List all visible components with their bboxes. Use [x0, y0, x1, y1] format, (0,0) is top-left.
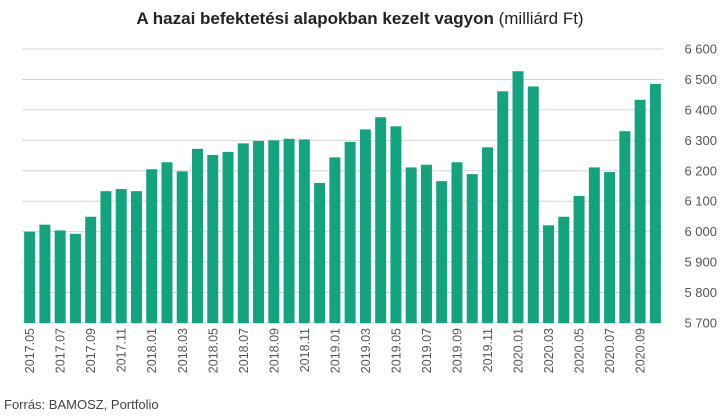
bar [69, 233, 81, 323]
gridlines [22, 48, 663, 324]
bar [359, 129, 371, 323]
chart-title-main: A hazai befektetési alapokban kezelt vag… [136, 9, 494, 28]
y-tick-label: 5 900 [684, 255, 717, 270]
x-tick-label: 2020.09 [634, 328, 648, 373]
bar [222, 151, 234, 323]
bars [24, 71, 661, 324]
x-tick-label: 2018.07 [237, 328, 251, 373]
x-tick-label: 2020.03 [542, 328, 556, 373]
bar [436, 181, 448, 323]
bar [253, 140, 265, 323]
bar [405, 167, 417, 323]
x-tick-label: 2018.09 [267, 328, 281, 373]
bar [298, 139, 310, 323]
bar [161, 162, 173, 323]
bar [497, 91, 509, 323]
bar [176, 171, 188, 323]
bar [237, 143, 249, 323]
bar [39, 224, 51, 323]
x-tick-label: 2017.09 [84, 328, 98, 373]
bar [466, 174, 478, 323]
bar [634, 99, 646, 323]
chart-title: A hazai befektetési alapokban kezelt vag… [0, 9, 720, 29]
bar [54, 230, 66, 323]
y-tick-label: 6 300 [684, 133, 717, 148]
y-tick-label: 5 800 [684, 285, 717, 300]
bar [100, 191, 112, 323]
bar [527, 86, 539, 324]
y-tick-label: 6 000 [684, 224, 717, 239]
y-tick-label: 6 100 [684, 194, 717, 209]
bar [85, 216, 97, 323]
y-axis-labels: 5 700 5 800 5 900 6 000 6 100 6 200 6 300 6 400… [684, 42, 717, 331]
bar [192, 148, 204, 323]
bar [543, 225, 555, 323]
bar [588, 167, 600, 323]
bar [512, 71, 524, 323]
x-tick-label: 2018.11 [298, 328, 312, 372]
x-tick-label: 2017.05 [23, 328, 37, 373]
x-tick-label: 2019.03 [359, 328, 373, 373]
bar [130, 191, 142, 323]
bar [604, 171, 616, 323]
bar [268, 140, 280, 323]
bar [481, 147, 493, 323]
bar [283, 138, 295, 323]
x-tick-label: 2020.05 [573, 328, 587, 373]
bar [115, 189, 127, 323]
bar [314, 182, 326, 323]
x-tick-label: 2020.01 [512, 328, 526, 373]
x-tick-label: 2018.01 [145, 328, 159, 373]
x-tick-label: 2018.05 [206, 328, 220, 373]
bar [420, 164, 432, 323]
y-tick-label: 6 200 [684, 163, 717, 178]
bar [573, 196, 585, 323]
bar [375, 117, 387, 323]
x-tick-label: 2019.09 [450, 328, 464, 373]
bar [329, 157, 341, 323]
y-tick-label: 6 500 [684, 72, 717, 87]
y-tick-label: 6 600 [684, 42, 717, 57]
bar [207, 154, 219, 323]
x-tick-label: 2019.07 [420, 328, 434, 373]
bar [649, 84, 661, 323]
x-axis-labels: 2017.05 2017.07 2017.09 2017.11 2018.01 2018.… [23, 328, 647, 373]
bar [146, 169, 158, 323]
bar [344, 141, 356, 323]
bar [390, 126, 402, 323]
x-tick-label: 2019.05 [389, 328, 403, 373]
x-tick-label: 2017.11 [115, 328, 129, 372]
y-tick-label: 5 700 [684, 316, 717, 331]
bar [451, 162, 463, 323]
y-tick-label: 6 400 [684, 102, 717, 117]
bar [619, 131, 631, 323]
bar [558, 216, 570, 323]
x-tick-label: 2019.11 [481, 328, 495, 372]
x-tick-label: 2018.03 [176, 328, 190, 373]
x-tick-label: 2020.07 [603, 328, 617, 373]
x-tick-label: 2019.01 [328, 328, 342, 373]
source-note: Forrás: BAMOSZ, Portfolio [4, 397, 159, 412]
bar [24, 231, 36, 323]
chart-title-unit: (milliárd Ft) [498, 9, 584, 28]
x-tick-label: 2017.07 [54, 328, 68, 373]
